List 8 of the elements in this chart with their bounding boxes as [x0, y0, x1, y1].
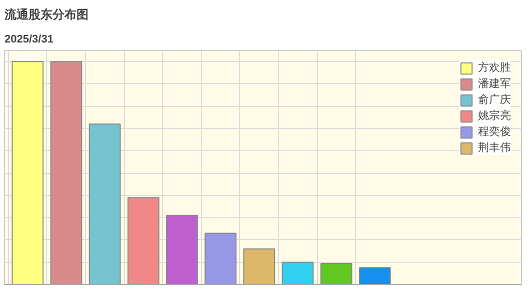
legend-label: 俞广庆	[478, 92, 511, 107]
legend-label: 程奕俊	[478, 124, 511, 139]
chart-title: 流通股东分布图	[4, 8, 88, 22]
legend-label: 潘建军	[478, 76, 511, 91]
chart-subtitle: 2025/3/31	[4, 34, 54, 46]
legend-label: 姚宗亮	[478, 108, 511, 123]
legend-label: 方欢胜	[478, 60, 511, 75]
legend-label: 荆丰伟	[478, 140, 511, 155]
